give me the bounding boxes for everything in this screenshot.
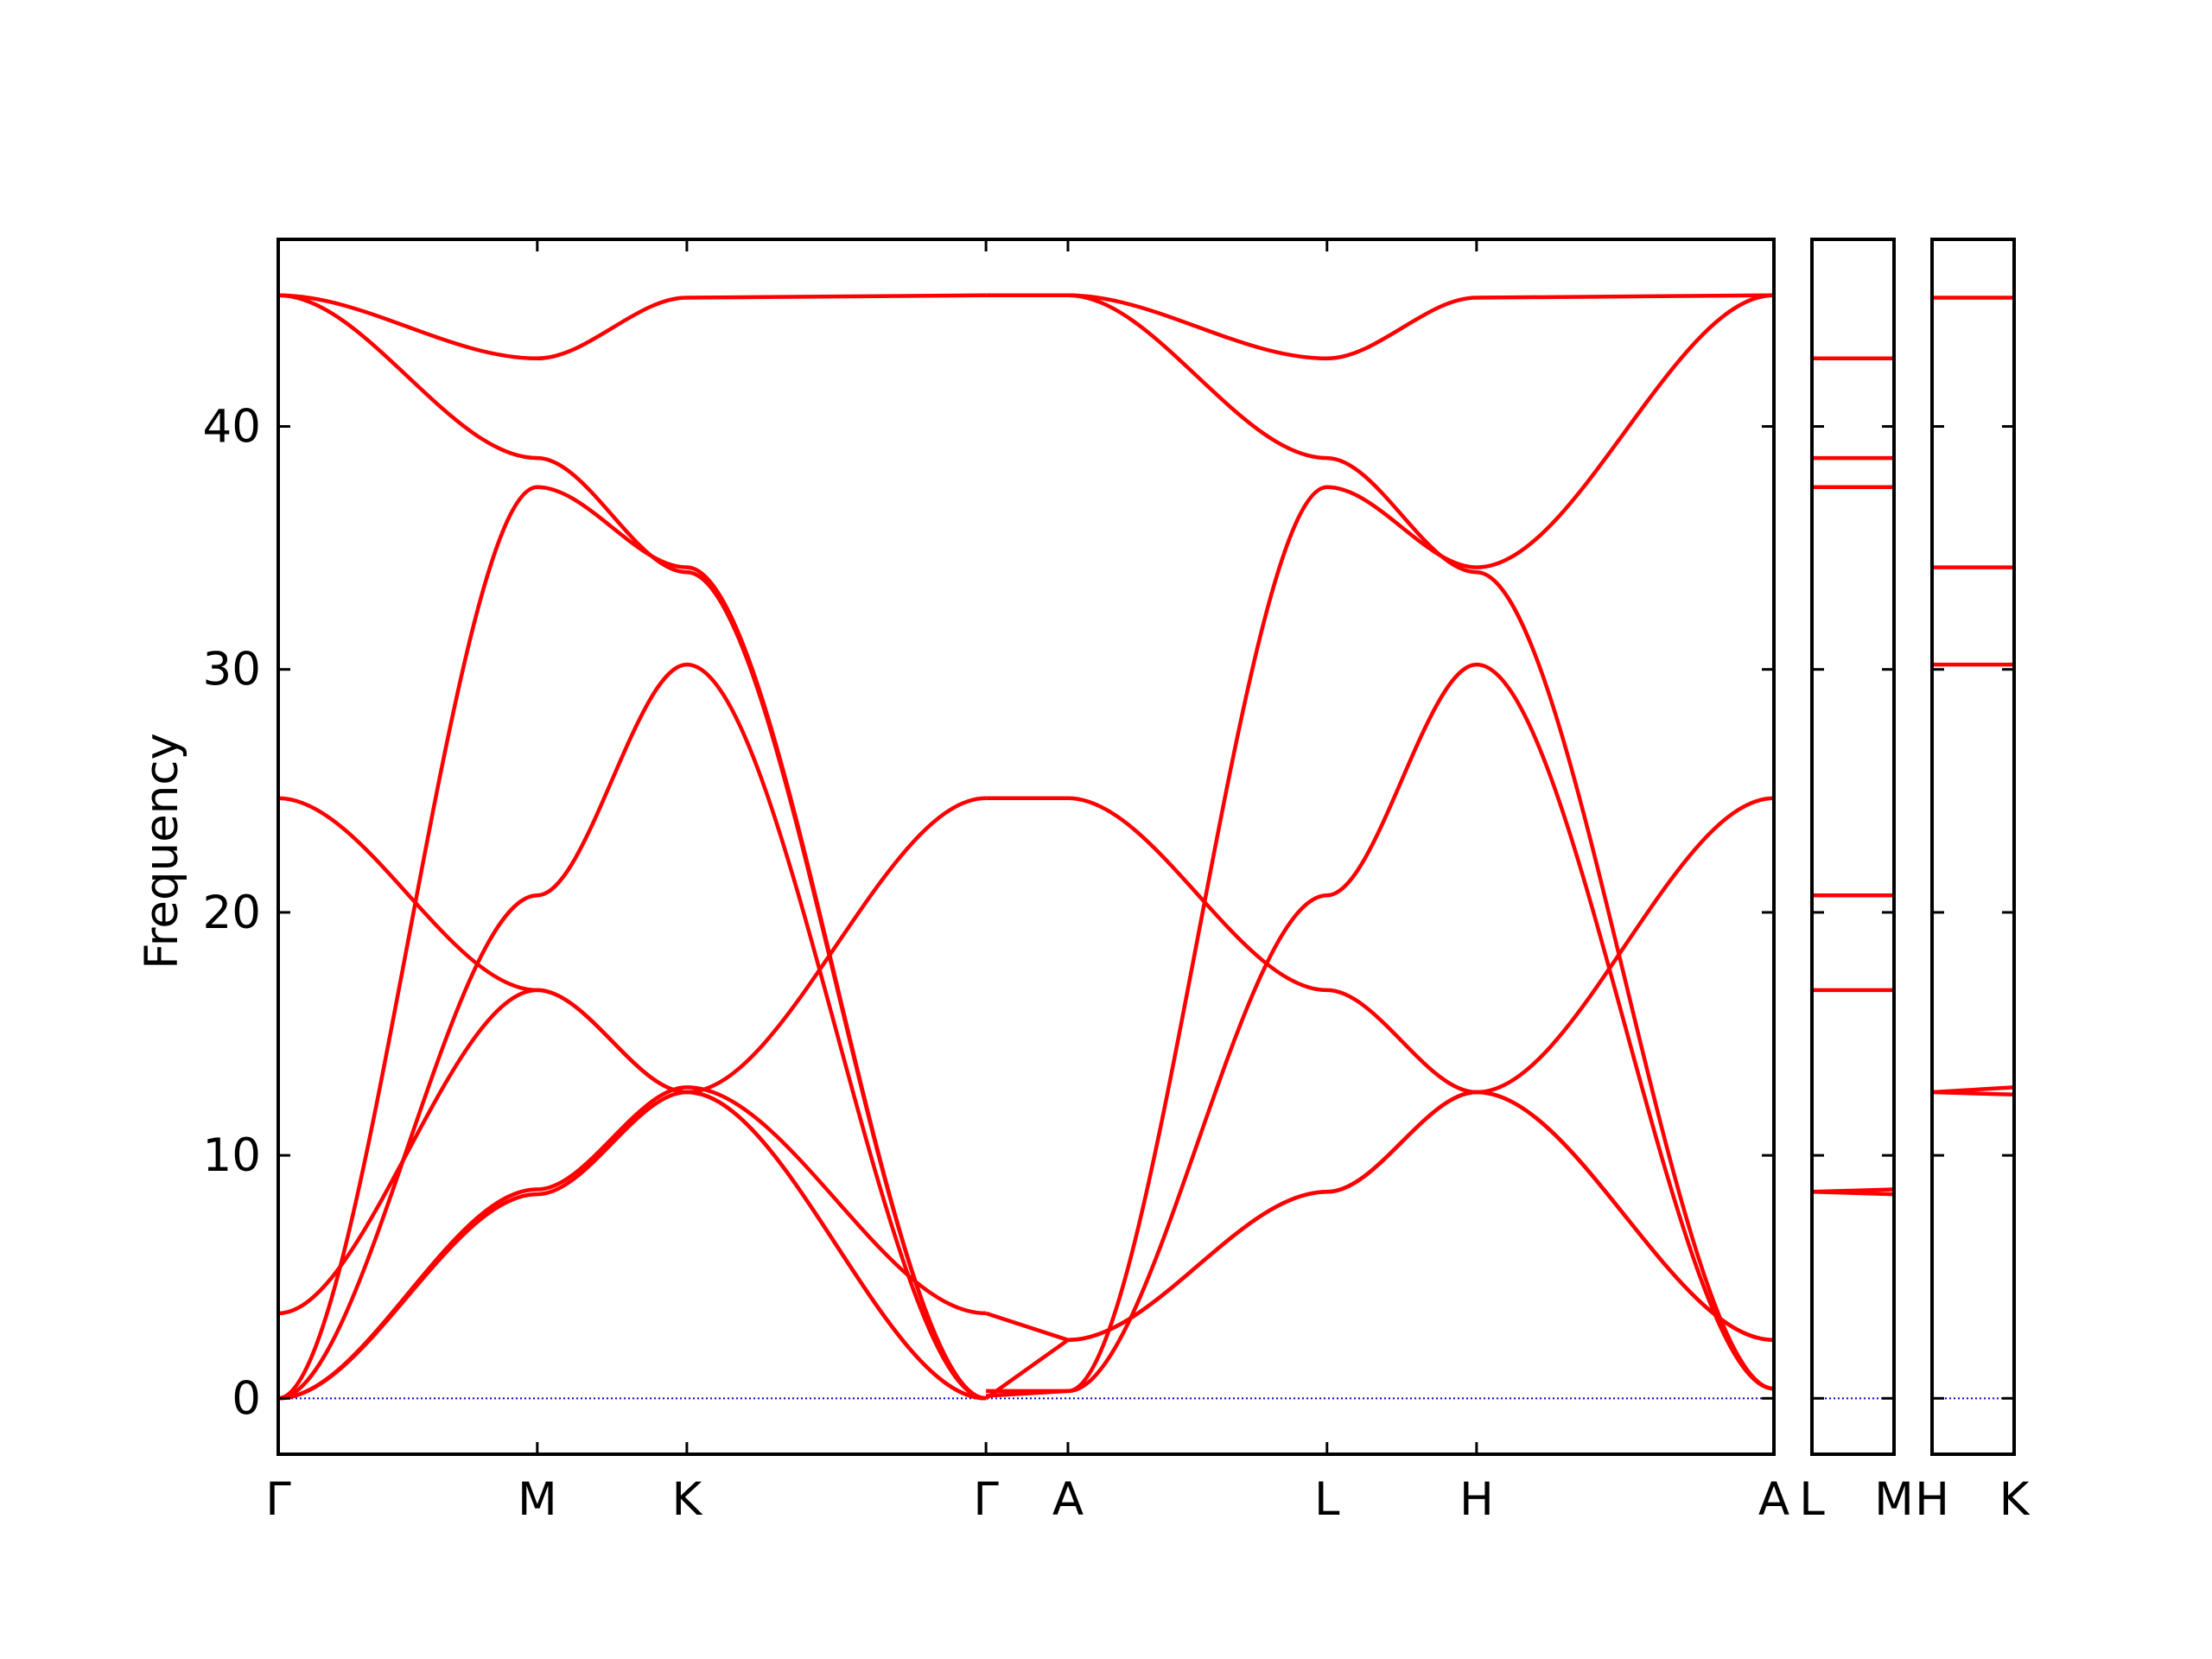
- x-tick-label-main-0: Γ: [265, 1473, 291, 1526]
- y-tick-label: 0: [232, 1372, 261, 1425]
- band-line-main-0: [278, 293, 987, 361]
- band-line-main-4: [278, 485, 987, 1401]
- x-tick-label-main-7: A: [1758, 1473, 1789, 1526]
- band-line-main-14: [985, 1389, 1069, 1398]
- x-tick-label-main-5: L: [1314, 1473, 1340, 1526]
- y-tick-label: 40: [203, 401, 261, 454]
- band-line-main-16: [1067, 293, 1774, 1394]
- x-tick-label-main-2: K: [672, 1473, 703, 1526]
- x-tick-label-main-1: M: [518, 1473, 557, 1526]
- band-line-main-7: [278, 1085, 987, 1401]
- bands: [1932, 296, 2014, 1097]
- x-tick-label-LM-0: L: [1799, 1473, 1825, 1526]
- bands: [1812, 356, 1894, 1197]
- y-axis-label: Frequency: [136, 733, 188, 969]
- band-line-main-12: [984, 1338, 1070, 1401]
- band-line-HK-4: [1932, 1090, 2014, 1097]
- y-tick-label: 10: [203, 1129, 261, 1182]
- band-line-main-5: [278, 662, 987, 1401]
- band-line-main-2: [1067, 293, 1774, 361]
- band-line-main-9: [278, 988, 987, 1401]
- x-tick-label-main-3: Γ: [973, 1473, 999, 1526]
- y-tick-label: 20: [203, 887, 261, 939]
- panel-frame: [1930, 238, 2016, 1456]
- panel-frame: [276, 238, 1776, 1456]
- x-tick-label-main-6: H: [1459, 1473, 1494, 1526]
- band-line-main-17: [1067, 662, 1774, 1394]
- band-line-LM-6: [1812, 1190, 1894, 1197]
- x-tick-label-HK-1: K: [1999, 1473, 2031, 1526]
- band-line-main-15: [1067, 293, 1774, 1391]
- x-tick-label-LM-1: M: [1874, 1473, 1914, 1526]
- band-line-main-8: [278, 1090, 987, 1401]
- band-line-main-11: [985, 1311, 1069, 1342]
- x-tick-label-HK-0: H: [1915, 1473, 1949, 1526]
- band-line-main-6: [278, 796, 987, 1095]
- band-line-main-3: [278, 293, 987, 1401]
- x-tick-label-main-4: A: [1052, 1473, 1084, 1526]
- band-line-main-20: [1067, 1090, 1774, 1343]
- y-tick-label: 30: [203, 644, 261, 696]
- bands: [278, 293, 1774, 1401]
- panel-frame: [1810, 238, 1896, 1456]
